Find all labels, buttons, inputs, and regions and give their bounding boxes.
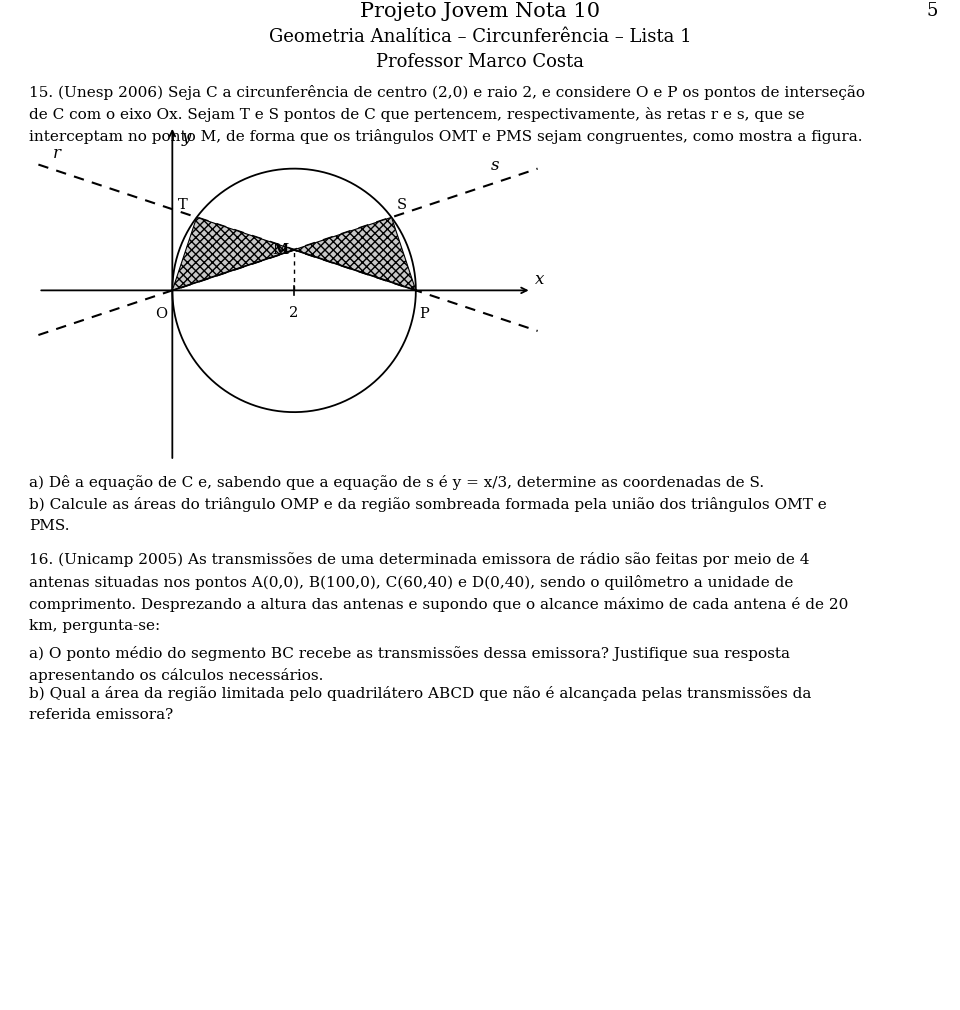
Text: O: O — [156, 307, 167, 321]
Text: de C com o eixo Ox. Sejam T e S pontos de C que pertencem, respectivamente, às r: de C com o eixo Ox. Sejam T e S pontos d… — [29, 107, 804, 122]
Text: 2: 2 — [290, 306, 299, 319]
Text: PMS.: PMS. — [29, 519, 69, 533]
Text: S: S — [396, 198, 406, 212]
Text: a) Dê a equação de C e, sabendo que a equação de s é y = x/3, determine as coord: a) Dê a equação de C e, sabendo que a eq… — [29, 475, 764, 490]
Text: b) Calcule as áreas do triângulo OMP e da região sombreada formada pela união do: b) Calcule as áreas do triângulo OMP e d… — [29, 497, 827, 512]
Text: Professor Marco Costa: Professor Marco Costa — [376, 53, 584, 71]
Text: Projeto Jovem Nota 10: Projeto Jovem Nota 10 — [360, 2, 600, 21]
Text: y: y — [181, 129, 191, 146]
Text: 16. (Unicamp 2005) As transmissões de uma determinada emissora de rádio são feit: 16. (Unicamp 2005) As transmissões de um… — [29, 552, 809, 568]
Text: 15. (Unesp 2006) Seja C a circunferência de centro (2,0) e raio 2, e considere O: 15. (Unesp 2006) Seja C a circunferência… — [29, 85, 865, 100]
Polygon shape — [173, 217, 294, 291]
Text: antenas situadas nos pontos A(0,0), B(100,0), C(60,40) e D(0,40), sendo o quilôm: antenas situadas nos pontos A(0,0), B(10… — [29, 575, 793, 590]
Text: b) Qual a área da região limitada pelo quadrilátero ABCD que não é alcançada pel: b) Qual a área da região limitada pelo q… — [29, 686, 811, 701]
Text: P: P — [419, 307, 428, 321]
Text: apresentando os cálculos necessários.: apresentando os cálculos necessários. — [29, 668, 324, 683]
Text: Geometria Analítica – Circunferência – Lista 1: Geometria Analítica – Circunferência – L… — [269, 28, 691, 46]
Text: T: T — [178, 198, 187, 212]
Text: M: M — [273, 242, 289, 257]
Text: r: r — [53, 144, 60, 162]
Text: interceptam no ponto M, de forma que os triângulos OMT e PMS sejam congruentes, : interceptam no ponto M, de forma que os … — [29, 129, 862, 144]
Text: 5: 5 — [926, 2, 938, 20]
Text: x: x — [535, 271, 544, 288]
Text: comprimento. Desprezando a altura das antenas e supondo que o alcance máximo de : comprimento. Desprezando a altura das an… — [29, 597, 849, 612]
Text: referida emissora?: referida emissora? — [29, 708, 173, 722]
Text: a) O ponto médio do segmento BC recebe as transmissões dessa emissora? Justifiqu: a) O ponto médio do segmento BC recebe a… — [29, 645, 790, 661]
Polygon shape — [294, 217, 416, 291]
Text: s: s — [491, 157, 499, 174]
Text: km, pergunta-se:: km, pergunta-se: — [29, 619, 160, 633]
